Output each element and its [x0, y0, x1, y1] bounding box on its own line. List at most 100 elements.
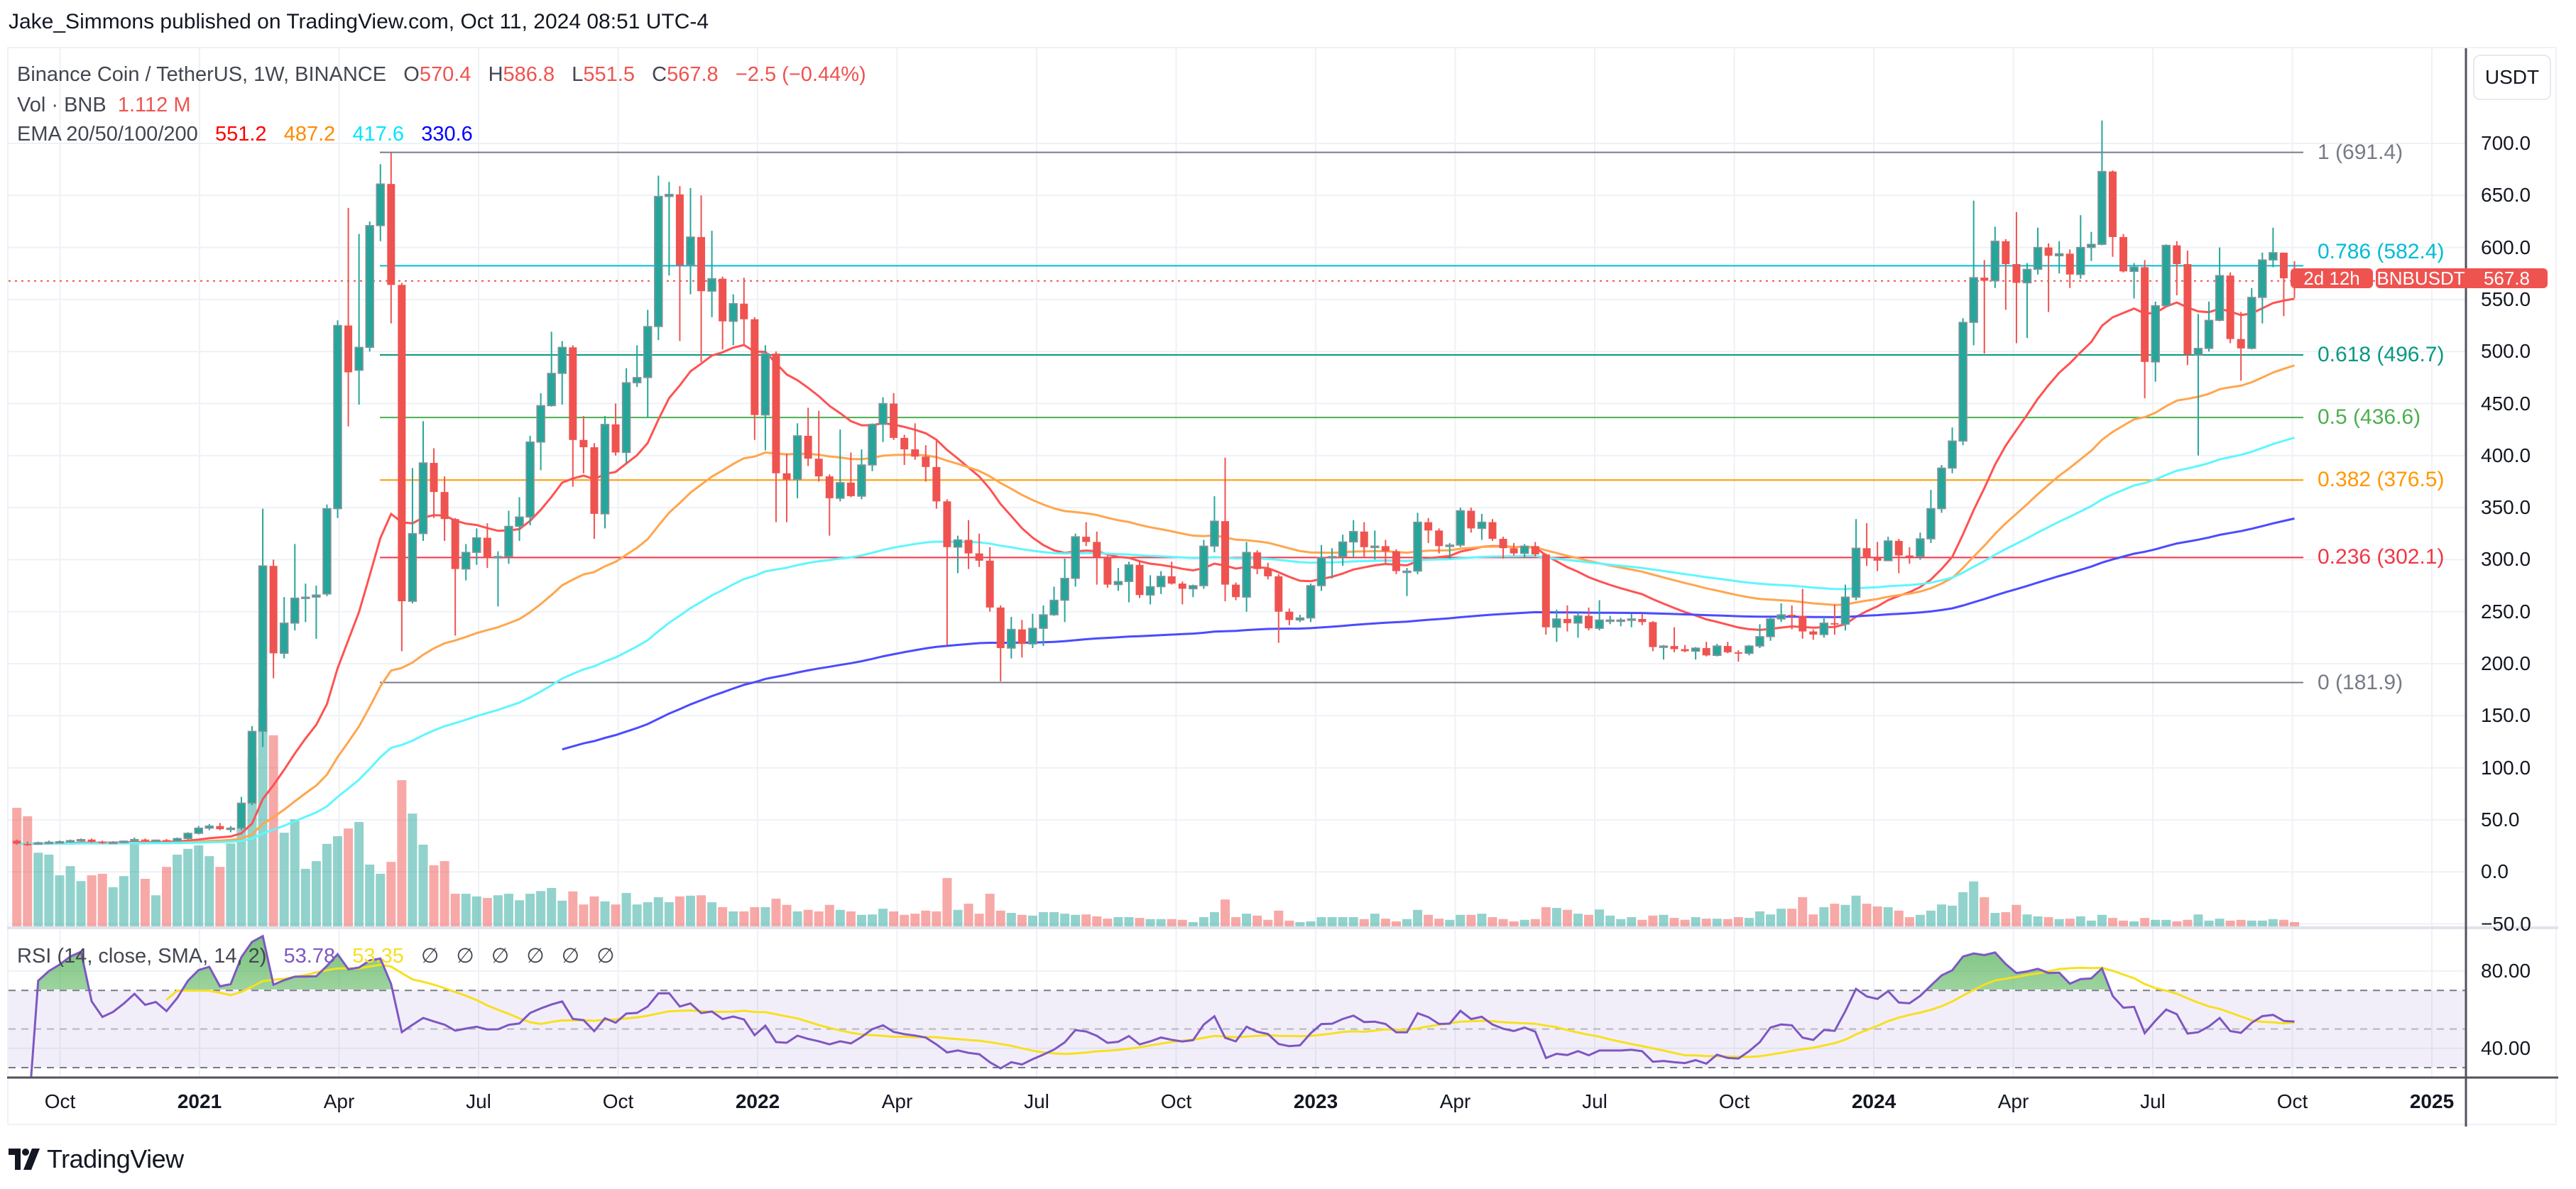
- volume-legend[interactable]: Vol · BNB 1.112 M: [17, 93, 190, 117]
- rsi-legend[interactable]: RSI (14, close, SMA, 14, 2) 53.78 53.35 …: [17, 944, 614, 968]
- candle-body: [1145, 586, 1155, 596]
- volume-bar: [1605, 915, 1615, 926]
- volume-bar: [675, 896, 684, 926]
- candle: [2151, 301, 2160, 382]
- candle-body: [408, 533, 417, 602]
- volume-bar: [1680, 919, 1690, 926]
- candle-body: [675, 194, 684, 265]
- volume-bar: [493, 895, 503, 926]
- candle-body: [1189, 585, 1198, 590]
- candle-body: [1178, 583, 1186, 589]
- candle: [87, 838, 96, 843]
- change-value: −2.5 (−0.44%): [735, 63, 866, 86]
- candle: [1809, 629, 1818, 640]
- candle-body: [1734, 652, 1742, 654]
- candle-body: [1723, 646, 1732, 652]
- volume-bar: [2075, 916, 2085, 926]
- candle: [943, 499, 951, 645]
- candle: [290, 544, 300, 631]
- rsi-sma-line: [165, 963, 2295, 1058]
- candle-body: [1969, 277, 1978, 323]
- volume-bar: [589, 896, 599, 926]
- candle-body: [1499, 539, 1507, 549]
- candle-body: [1156, 576, 1166, 588]
- volume-bar: [1980, 897, 1990, 926]
- candle: [1531, 542, 1539, 557]
- candle: [1370, 530, 1380, 560]
- candle: [236, 796, 246, 831]
- candle: [878, 397, 888, 442]
- price-axis-tick: 300.0: [2481, 548, 2531, 571]
- candle: [772, 351, 780, 522]
- candle: [2258, 252, 2267, 324]
- volume-bar: [803, 909, 813, 926]
- currency-button[interactable]: USDT: [2473, 55, 2551, 100]
- volume-bar: [814, 911, 824, 926]
- candle-body: [654, 196, 663, 327]
- candle: [1958, 318, 1968, 446]
- bar-countdown: 2d 12h: [2291, 268, 2373, 288]
- volume-bar: [226, 843, 236, 926]
- candle-body: [1745, 645, 1754, 654]
- candle-body: [204, 825, 214, 829]
- candle: [760, 345, 770, 451]
- candle-body: [1883, 540, 1893, 561]
- candle: [1723, 642, 1732, 654]
- candle: [1638, 613, 1647, 625]
- candle-body: [1071, 536, 1080, 579]
- candle-body: [890, 403, 898, 438]
- volume-bar: [12, 807, 22, 926]
- candle-body: [868, 424, 877, 466]
- volume-bar: [1584, 914, 1594, 926]
- candle-body: [922, 456, 930, 467]
- candle-body: [472, 537, 481, 553]
- candle: [2002, 239, 2010, 310]
- candle-body: [953, 539, 963, 548]
- volume-bar: [707, 902, 717, 926]
- volume-bar: [23, 816, 33, 926]
- volume-bar: [1145, 919, 1155, 926]
- candle: [1499, 537, 1507, 559]
- candle: [387, 153, 395, 324]
- time-axis-label: Oct: [44, 1090, 76, 1112]
- volume-bar: [1819, 906, 1829, 926]
- volume-bar: [1199, 917, 1208, 926]
- candle-body: [515, 516, 524, 527]
- volume-bar: [728, 911, 738, 926]
- candle: [1681, 645, 1689, 652]
- candle: [740, 278, 748, 344]
- candle-body: [1306, 585, 1316, 619]
- volume-bar: [204, 856, 214, 926]
- time-axis-label: Oct: [1160, 1090, 1192, 1112]
- candle: [2173, 241, 2181, 296]
- volume-bar: [739, 911, 749, 926]
- volume-bar: [515, 900, 525, 926]
- volume-bar: [2172, 921, 2182, 926]
- candle-body: [2237, 339, 2245, 349]
- candle: [569, 345, 577, 487]
- symbol-legend[interactable]: Binance Coin / TetherUS, 1W, BINANCE O57…: [17, 62, 866, 87]
- candle-body: [1167, 576, 1176, 584]
- volume-bar: [835, 909, 845, 926]
- candle-body: [740, 303, 748, 319]
- volume-bar: [1733, 917, 1743, 926]
- volume-bar: [547, 887, 557, 926]
- ema-legend[interactable]: EMA 20/50/100/200 551.2 487.2 417.6 330.…: [17, 122, 473, 146]
- tradingview-logo[interactable]: TradingView: [9, 1144, 184, 1174]
- volume-bar: [440, 861, 449, 926]
- volume-bar: [2257, 920, 2267, 926]
- volume-bar: [2268, 919, 2278, 926]
- candle: [1306, 583, 1316, 623]
- volume-bar: [910, 914, 920, 926]
- candle: [1242, 542, 1251, 612]
- candle: [1712, 644, 1722, 657]
- volume-bar: [1648, 915, 1658, 926]
- volume-bar: [162, 867, 172, 926]
- close-value: 567.8: [667, 63, 719, 86]
- candle: [279, 597, 289, 659]
- candle: [2033, 227, 2043, 275]
- volume-bar: [632, 904, 642, 926]
- candle: [408, 468, 417, 603]
- candle-body: [2002, 241, 2010, 265]
